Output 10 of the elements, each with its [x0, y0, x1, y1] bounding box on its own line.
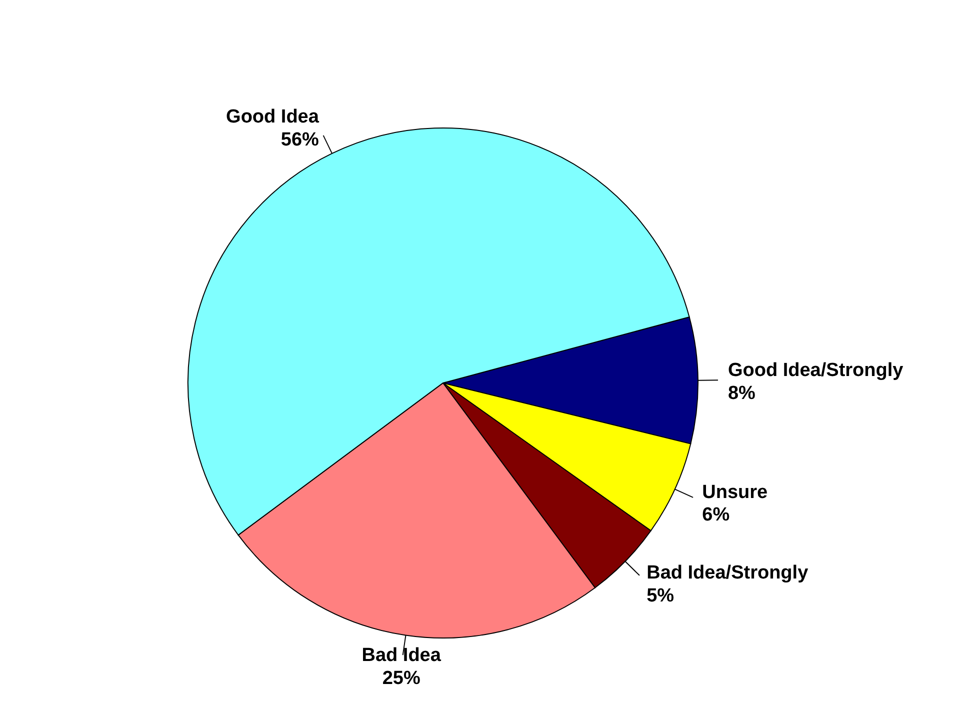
- data-label: 56%: [280, 129, 320, 150]
- data-label: 8%: [728, 383, 756, 404]
- data-label: 6%: [702, 504, 730, 526]
- data-label: 25%: [382, 668, 420, 689]
- data-label: 5%: [646, 585, 674, 606]
- slice-label: Unsure: [702, 482, 768, 503]
- slice-label: Good Idea/Strongly: [728, 360, 904, 382]
- slice-label: Good Idea: [226, 106, 320, 128]
- slice-label: Bad Idea: [362, 645, 442, 666]
- slice-label: Bad Idea/Strongly: [646, 562, 809, 584]
